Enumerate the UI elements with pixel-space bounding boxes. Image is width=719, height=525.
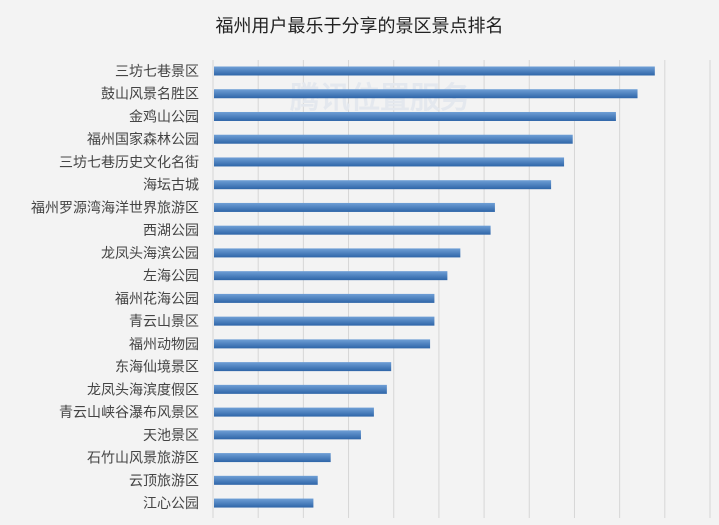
- watermark: 腾讯位置服务: [290, 81, 470, 116]
- bar: [214, 430, 361, 440]
- category-label: 江心公园: [143, 496, 199, 512]
- category-labels: 三坊七巷景区鼓山风景名胜区金鸡山公园福州国家森林公园三坊七巷历史文化名街海坛古城…: [31, 64, 199, 512]
- bar: [214, 453, 331, 463]
- category-label: 福州花海公园: [115, 291, 199, 307]
- bar: [214, 134, 573, 144]
- bar: [214, 293, 435, 303]
- bar: [214, 475, 318, 485]
- category-label: 天池景区: [143, 428, 199, 444]
- category-label: 福州罗源湾海洋世界旅游区: [31, 199, 199, 216]
- bar: [214, 384, 387, 394]
- category-label: 福州动物园: [129, 337, 199, 353]
- bar: [214, 111, 616, 121]
- bar: [214, 225, 491, 235]
- bar: [214, 362, 392, 372]
- category-label: 金鸡山公园: [129, 108, 199, 125]
- category-label: 海坛古城: [143, 178, 199, 194]
- category-label: 青云山景区: [129, 314, 199, 330]
- bar: [214, 157, 565, 167]
- category-label: 福州国家森林公园: [87, 131, 199, 148]
- bar: [214, 89, 638, 99]
- bar: [214, 339, 431, 349]
- category-label: 三坊七巷历史文化名街: [59, 155, 199, 171]
- bar: [214, 498, 314, 508]
- category-label: 东海仙境景区: [115, 360, 199, 376]
- bar: [214, 180, 552, 190]
- bars: [214, 66, 655, 508]
- category-label: 西湖公园: [143, 223, 199, 239]
- bar: [214, 248, 461, 258]
- category-label: 云顶旅游区: [129, 473, 199, 489]
- category-label: 三坊七巷景区: [115, 64, 199, 80]
- category-label: 青云山峡谷瀑布风景区: [59, 405, 199, 421]
- category-label: 龙凤头海滨公园: [101, 246, 199, 262]
- bar: [214, 316, 435, 326]
- category-label: 龙凤头海滨度假区: [87, 382, 199, 398]
- bar: [214, 407, 374, 417]
- category-label: 左海公园: [143, 269, 199, 285]
- bar: [214, 271, 448, 281]
- chart-title: 福州用户最乐于分享的景区景点排名: [215, 16, 504, 37]
- bar: [214, 66, 655, 76]
- category-label: 鼓山风景名胜区: [101, 87, 199, 103]
- grid: [212, 60, 711, 518]
- category-label: 石竹山风景旅游区: [87, 451, 199, 467]
- bar: [214, 202, 495, 212]
